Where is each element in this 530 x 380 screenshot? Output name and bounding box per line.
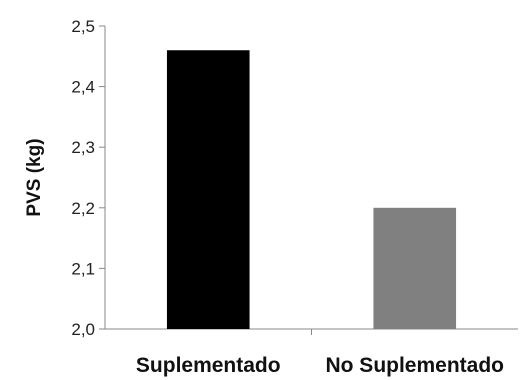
bar-no-suplementado [373,207,457,329]
x-category-label: No Suplementado [325,354,504,377]
y-tick-label: 2,0 [71,320,95,339]
y-ticks: 2,0 2,1 2,2 2,3 2,4 2,5 [71,17,105,339]
y-axis-title: PVS (kg) [24,138,45,216]
category-labels: Suplementado No Suplementado [136,354,504,377]
y-tick-label: 2,3 [71,138,95,157]
y-tick-label: 2,5 [71,17,95,36]
y-axis: 2,0 2,1 2,2 2,3 2,4 2,5 [71,17,106,339]
y-tick-label: 2,2 [71,199,95,218]
y-tick-label: 2,1 [71,259,95,278]
bar-suplementado [166,50,250,330]
x-category-label: Suplementado [136,354,281,377]
x-axis [105,328,518,335]
y-tick-label: 2,4 [71,78,95,97]
bars [166,50,457,330]
